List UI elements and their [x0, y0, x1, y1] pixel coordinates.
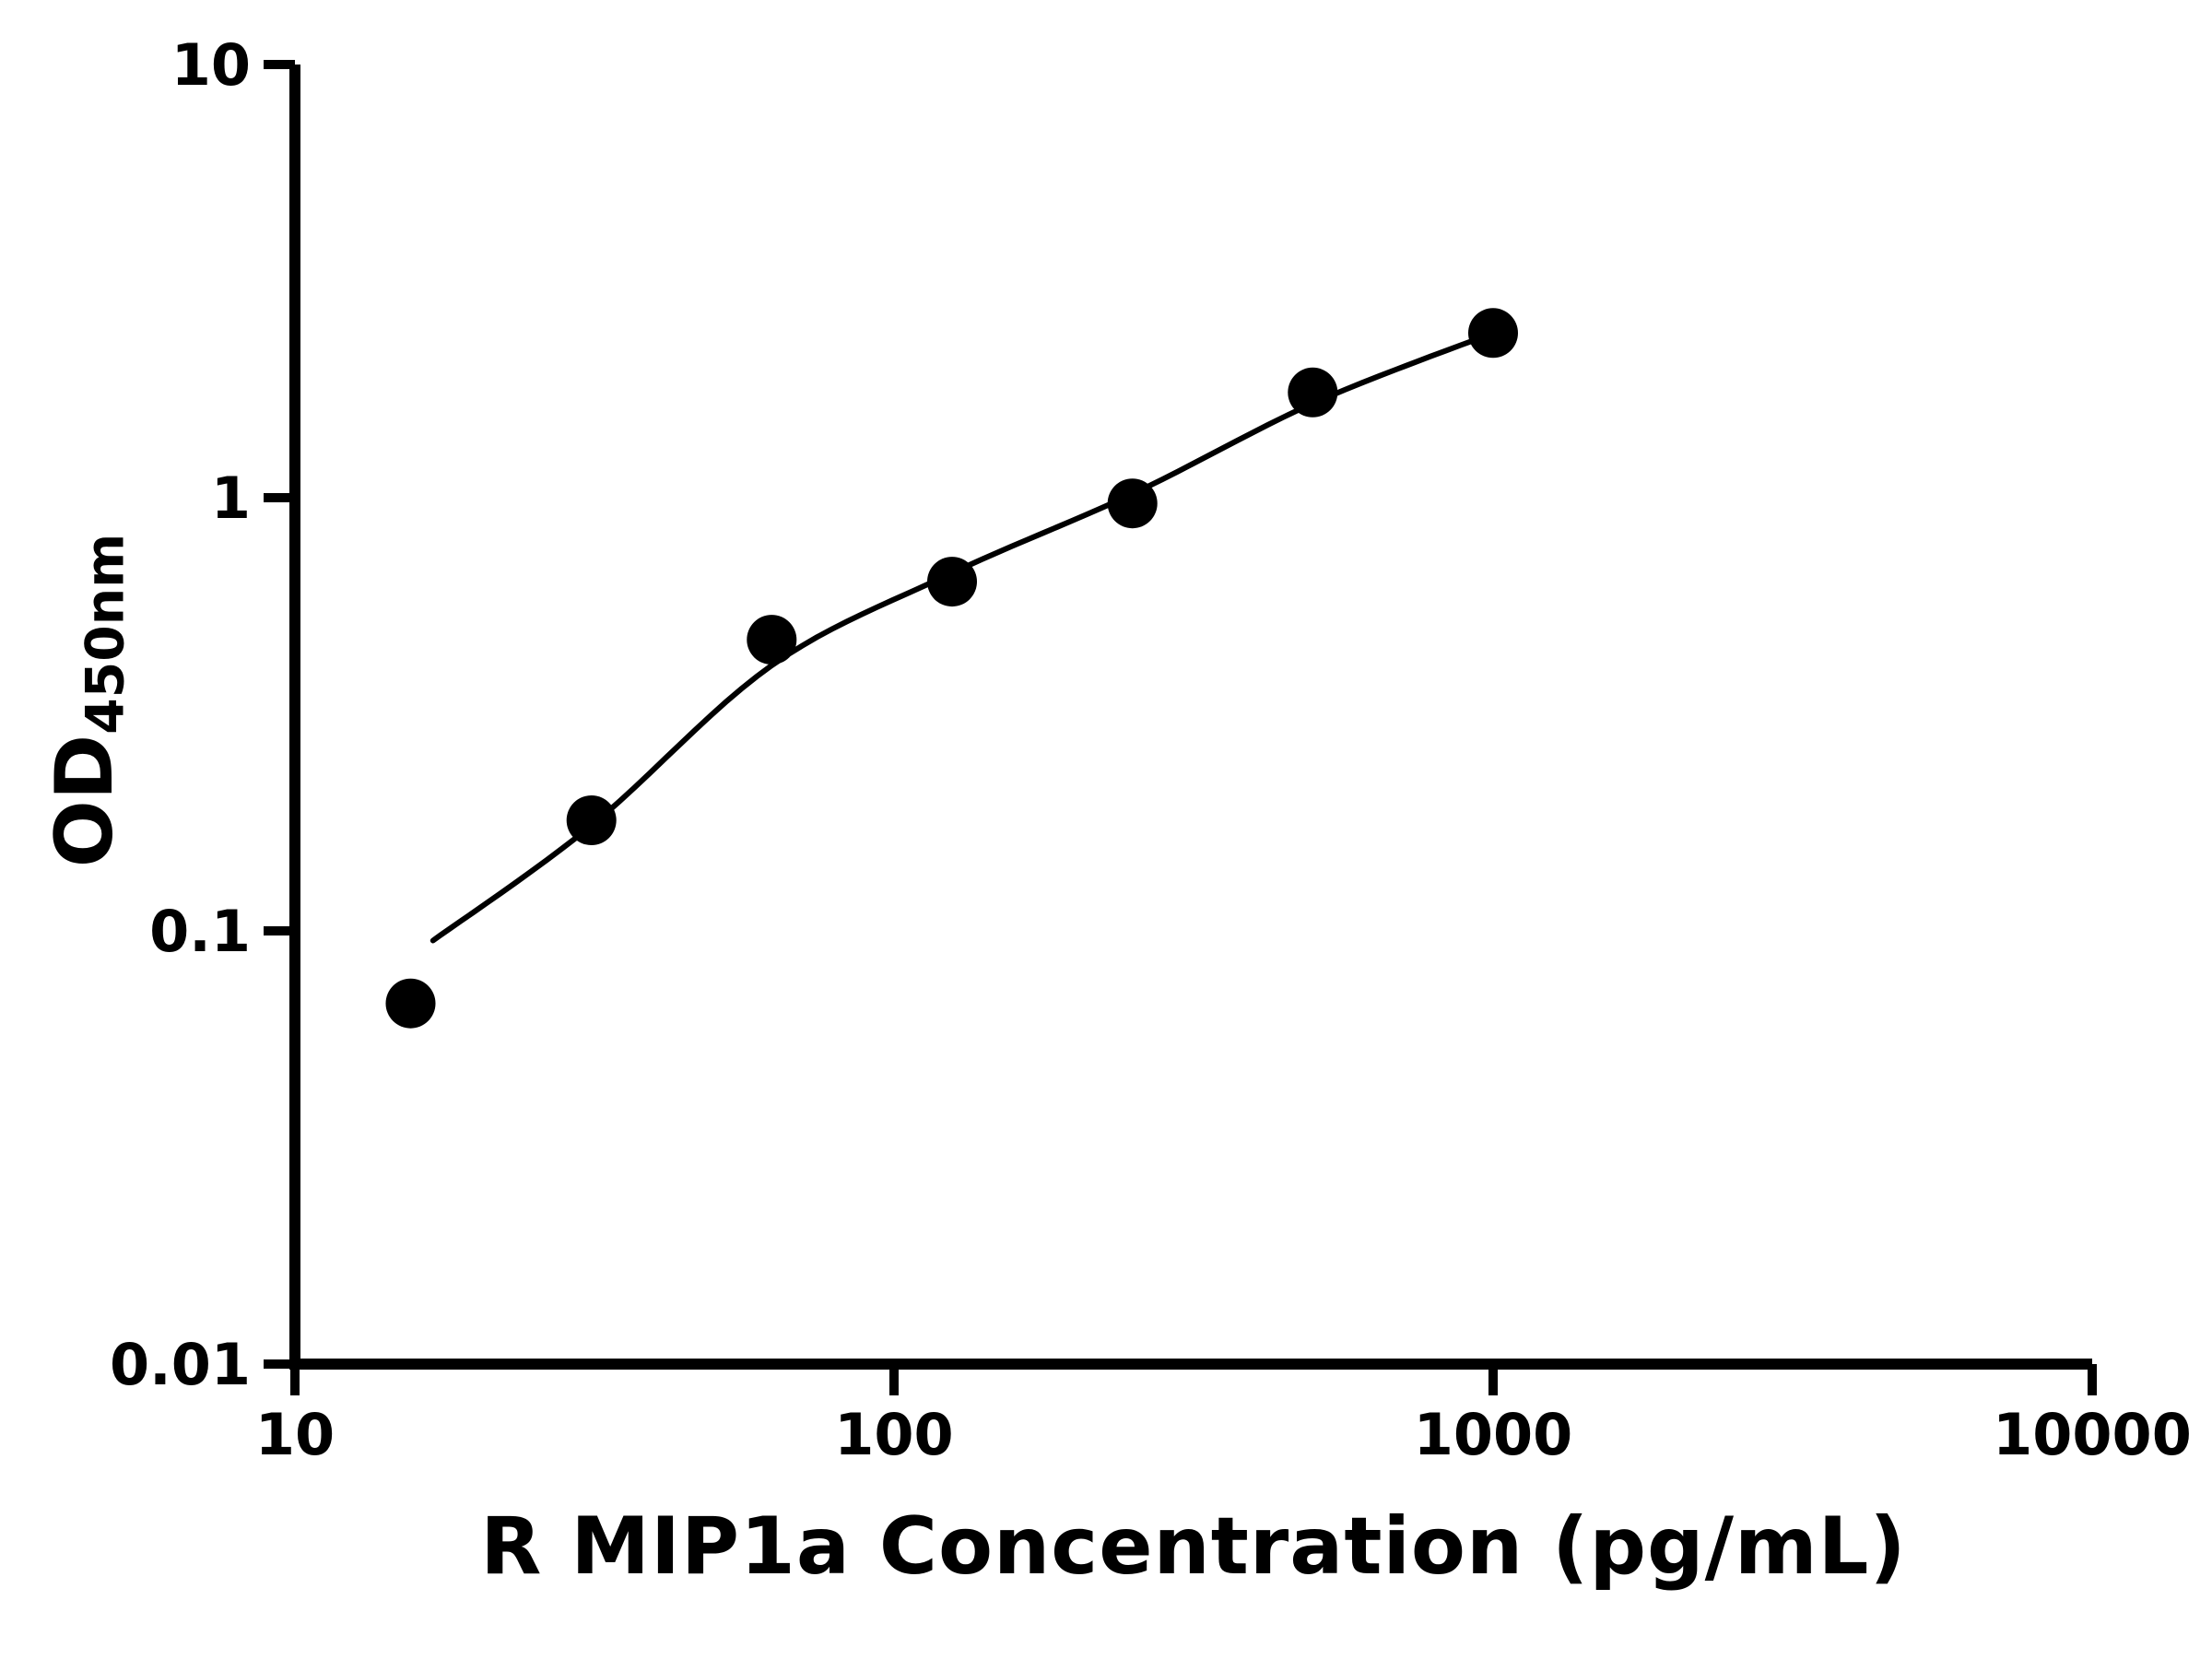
y-axis-title: OD450nm: [29, 378, 140, 1023]
data-point: [566, 795, 617, 845]
x-tick-label: 1000: [1414, 1401, 1573, 1468]
y-tick-label: 0.01: [110, 1331, 251, 1398]
trend-curve: [429, 330, 1496, 944]
x-tick-label: 100: [834, 1401, 953, 1468]
data-point: [1288, 367, 1338, 418]
data-point: [747, 615, 797, 665]
data-point: [1468, 308, 1518, 359]
data-point: [385, 978, 436, 1029]
x-axis-title: R MIP1a Concentration (pg/mL): [480, 1500, 1907, 1593]
y-tick-label: 1: [211, 465, 251, 532]
axis-line: [289, 65, 2092, 1370]
y-tick-label: 10: [171, 31, 251, 99]
x-tick-label: 10: [255, 1401, 335, 1468]
y-tick-label: 0.1: [149, 898, 251, 965]
y-axis-title-subscript: 450nm: [75, 533, 136, 735]
y-axis-title-main: OD: [39, 734, 131, 868]
data-point: [927, 557, 977, 607]
x-tick-label: 10000: [1993, 1401, 2192, 1468]
data-point: [1107, 478, 1158, 529]
